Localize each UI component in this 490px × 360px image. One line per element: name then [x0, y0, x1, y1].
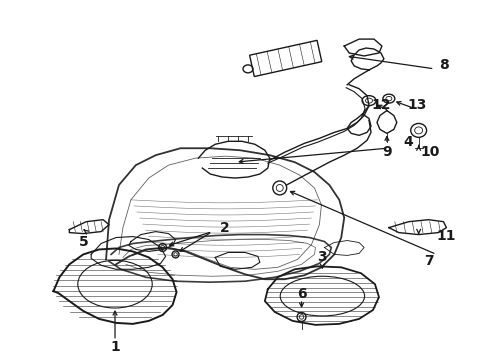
Text: 6: 6 — [297, 287, 306, 301]
Text: 3: 3 — [318, 251, 327, 264]
Text: 4: 4 — [404, 135, 414, 149]
Text: 12: 12 — [371, 98, 391, 112]
Text: 1: 1 — [110, 340, 120, 354]
Text: 8: 8 — [440, 58, 449, 72]
Text: 9: 9 — [382, 145, 392, 159]
Text: 5: 5 — [78, 234, 88, 248]
Text: 13: 13 — [407, 98, 426, 112]
Text: 11: 11 — [437, 229, 456, 243]
Text: 7: 7 — [424, 255, 433, 268]
Text: 2: 2 — [220, 221, 230, 235]
Text: 10: 10 — [421, 145, 440, 159]
